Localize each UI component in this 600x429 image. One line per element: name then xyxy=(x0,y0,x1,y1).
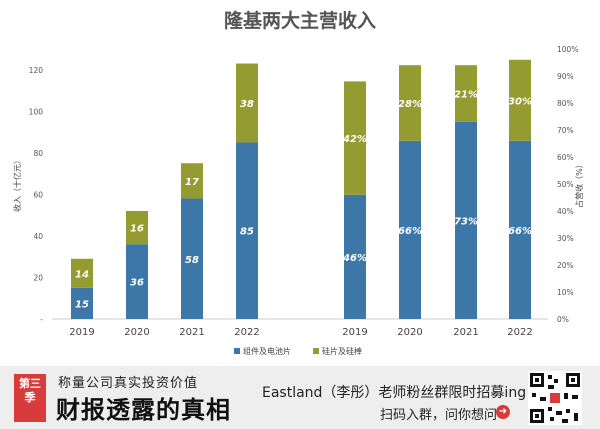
revenue-chart: 隆基两大主营收入 - 20 40 60 80 100 120 收入（十亿元） 0% 10% 20% 30… xyxy=(12,9,584,356)
left-data-label-components: 58 xyxy=(185,255,199,266)
right-x-tick-label: 2019 xyxy=(342,327,367,338)
left-bar-components-2022 xyxy=(236,142,258,319)
left-x-tick-label: 2022 xyxy=(234,327,259,338)
left-bar-components-2019 xyxy=(71,287,93,319)
right-axis-tick-label: 100% xyxy=(557,45,578,54)
legend-label-components: 组件及电池片 xyxy=(243,346,291,356)
left-x-tick-label: 2019 xyxy=(69,327,94,338)
right-axis-tick-label: 0% xyxy=(557,315,569,324)
right-data-label-components: 46% xyxy=(342,253,367,264)
right-bar-components-2020 xyxy=(399,140,421,319)
left-axis-tick-label: 40 xyxy=(33,232,43,241)
promo-line-2[interactable]: 扫码入群，问你想问 xyxy=(380,408,498,423)
chart-area: 隆基两大主营收入 - 20 40 60 80 100 120 收入（十亿元） 0% 10% 20% 30… xyxy=(12,9,584,356)
right-axis-tick-label: 60% xyxy=(557,153,574,162)
qr-code-icon[interactable] xyxy=(528,371,582,425)
left-axis-tick-label: 120 xyxy=(29,66,44,75)
left-bar-components-2020 xyxy=(126,244,148,319)
banner-title: 财报透露的真相 xyxy=(56,395,231,424)
legend-swatch-wafers xyxy=(313,348,319,354)
right-axis-tick-label: 20% xyxy=(557,261,574,270)
banner-subtitle: 称量公司真实投资价值 xyxy=(58,376,199,391)
left-bar-wafers-2019 xyxy=(71,258,93,288)
left-axis-tick-label: 100 xyxy=(29,107,44,116)
left-axis-label: 收入（十亿元） xyxy=(12,156,22,212)
right-axis-tick-label: 30% xyxy=(557,234,574,243)
arrow-right-icon[interactable]: ➜ xyxy=(496,405,510,419)
right-data-label-components: 66% xyxy=(398,226,422,237)
right-axis-tick-label: 80% xyxy=(557,99,574,108)
right-bar-wafers-2020 xyxy=(399,65,421,141)
left-x-tick-label: 2020 xyxy=(124,327,149,338)
season-badge: 第三季 xyxy=(14,374,46,422)
right-x-tick-label: 2022 xyxy=(507,327,532,338)
chart-title: 隆基两大主营收入 xyxy=(224,9,376,32)
left-bar-wafers-2022 xyxy=(236,63,258,143)
right-data-label-components: 73% xyxy=(454,216,478,227)
legend-label-wafers: 硅片及硅棒 xyxy=(322,346,362,356)
left-bar-wafers-2021 xyxy=(181,163,203,199)
right-data-label-wafers: 21% xyxy=(454,90,478,101)
left-axis-tick-label: 60 xyxy=(33,190,43,199)
left-data-label-wafers: 38 xyxy=(240,99,254,110)
right-axis-tick-label: 50% xyxy=(557,180,574,189)
right-data-label-wafers: 30% xyxy=(508,96,532,107)
right-axis-tick-label: 10% xyxy=(557,288,574,297)
right-x-tick-label: 2021 xyxy=(453,327,478,338)
left-axis-tick-label: - xyxy=(40,315,43,324)
left-bar-components-2021 xyxy=(181,198,203,319)
right-bar-components-2019 xyxy=(344,194,366,319)
right-axis-tick-label: 90% xyxy=(557,72,574,81)
promo-line-1: Eastland（李彤）老师粉丝群限时招募ing xyxy=(262,385,527,401)
legend-swatch-components xyxy=(234,348,240,354)
left-bar-wafers-2020 xyxy=(126,211,148,245)
left-data-label-components: 85 xyxy=(240,227,254,238)
left-data-label-components: 15 xyxy=(75,299,89,310)
right-bar-wafers-2021 xyxy=(455,65,477,122)
right-axis-tick-label: 70% xyxy=(557,126,574,135)
right-bar-components-2021 xyxy=(455,121,477,320)
left-axis-tick-label: 20 xyxy=(33,273,43,282)
right-axis-tick-label: 40% xyxy=(557,207,574,216)
right-axis-label: 占营收（%） xyxy=(574,160,584,208)
left-x-tick-label: 2021 xyxy=(179,327,204,338)
right-data-label-wafers: 42% xyxy=(342,134,367,145)
right-bar-wafers-2022 xyxy=(509,59,531,141)
left-data-label-wafers: 14 xyxy=(75,269,89,280)
right-data-label-wafers: 28% xyxy=(398,99,422,110)
left-data-label-wafers: 16 xyxy=(130,224,144,235)
right-bar-components-2022 xyxy=(509,140,531,319)
left-data-label-components: 36 xyxy=(130,278,144,289)
right-x-tick-label: 2020 xyxy=(397,327,422,338)
left-axis-tick-label: 80 xyxy=(33,149,43,158)
right-data-label-components: 66% xyxy=(508,226,532,237)
left-data-label-wafers: 17 xyxy=(185,177,199,188)
right-bar-wafers-2019 xyxy=(344,81,366,195)
